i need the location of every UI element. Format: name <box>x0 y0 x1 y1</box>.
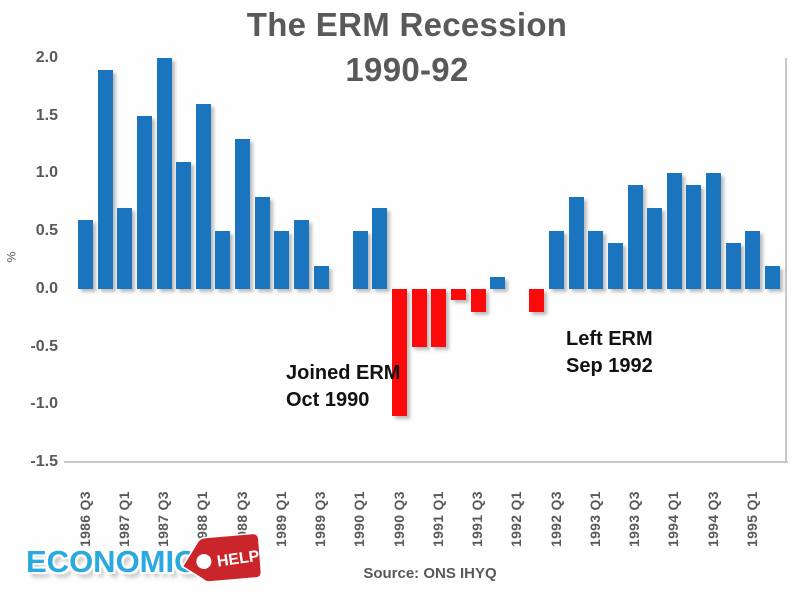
bar-1992-q2 <box>529 288 545 312</box>
bar-1986-q4 <box>97 69 113 289</box>
y-tick--1.5: -1.5 <box>30 453 58 470</box>
y-tick-1.5: 1.5 <box>35 106 58 124</box>
bar-1992-q4 <box>568 196 584 289</box>
annotation-left-erm: Left ERM Sep 1992 <box>566 326 653 380</box>
bar-1988-q2 <box>215 231 231 289</box>
x-tick-1992-q1: 1992 Q1 <box>508 491 525 547</box>
annotation-joined-line2: Oct 1990 <box>286 389 370 411</box>
bar-1987-q1 <box>117 208 133 289</box>
price-tag-hole <box>196 554 212 570</box>
x-tick-1990-q3: 1990 Q3 <box>390 491 407 547</box>
bar-1988-q4 <box>254 196 270 289</box>
bar-1995-q2 <box>764 265 780 289</box>
y-axis-unit-label: % <box>4 251 19 263</box>
bar-1989-q3 <box>313 265 329 289</box>
bar-1990-q4 <box>411 288 427 347</box>
y-tick--1.0: -1.0 <box>30 395 58 413</box>
chart-title-line2: 1990-92 <box>345 51 469 88</box>
plot-right-border <box>785 58 787 463</box>
bar-1993-q3 <box>627 184 643 289</box>
x-tick-1992-q3: 1992 Q3 <box>547 491 564 547</box>
bar-1994-q4 <box>725 242 741 289</box>
bar-1990-q1 <box>352 231 368 289</box>
bar-1993-q1 <box>588 231 604 289</box>
annotation-left-line2: Sep 1992 <box>566 355 653 377</box>
x-tick-1991-q3: 1991 Q3 <box>469 491 486 547</box>
y-tick-0.0: 0.0 <box>35 279 58 297</box>
y-tick-1.0: 1.0 <box>35 164 58 182</box>
price-tag-shape <box>181 532 263 583</box>
bar-1993-q4 <box>647 208 663 289</box>
bar-1987-q3 <box>156 58 172 289</box>
bar-1990-q2 <box>372 208 388 289</box>
x-tick-1987-q3: 1987 Q3 <box>155 491 171 547</box>
x-tick-1986-q3: 1986 Q3 <box>76 491 93 547</box>
plot-area <box>68 58 785 462</box>
x-tick-1990-q1: 1990 Q1 <box>351 491 368 547</box>
price-tag-icon: HELP <box>181 532 263 583</box>
bar-1994-q2 <box>686 184 702 289</box>
bar-1991-q2 <box>450 288 466 301</box>
bar-1987-q4 <box>176 161 192 289</box>
bar-1986-q3 <box>78 219 93 289</box>
x-tick-1987-q1: 1987 Q1 <box>115 491 132 547</box>
bar-1991-q1 <box>431 288 447 347</box>
logo-help-text: HELP <box>216 548 261 571</box>
annotation-left-line1: Left ERM <box>566 328 653 350</box>
bar-1995-q1 <box>745 231 761 289</box>
bar-1993-q2 <box>607 242 623 289</box>
annotation-joined-line1: Joined ERM <box>286 362 401 384</box>
bar-1994-q3 <box>706 173 722 289</box>
x-tick-1993-q3: 1993 Q3 <box>626 491 643 547</box>
bar-1988-q1 <box>195 104 211 289</box>
bar-1992-q3 <box>549 231 565 289</box>
bar-1987-q2 <box>136 115 152 289</box>
bar-1988-q3 <box>235 138 251 289</box>
bar-1990-q3 <box>392 288 408 416</box>
x-tick-1994-q1: 1994 Q1 <box>665 491 682 547</box>
y-tick-0.5: 0.5 <box>35 222 58 240</box>
x-tick-1993-q1: 1993 Q1 <box>586 491 603 547</box>
bar-1991-q3 <box>470 288 486 312</box>
chart-title: The ERM Recession 1990-92 <box>0 2 800 92</box>
bar-1989-q1 <box>274 231 290 289</box>
source-caption: Source: ONS IHYQ <box>363 565 497 582</box>
y-tick-2.0: 2.0 <box>35 49 58 66</box>
y-tick--0.5: -0.5 <box>30 337 58 355</box>
x-tick-1989-q1: 1989 Q1 <box>272 491 289 547</box>
annotation-joined-erm: Joined ERM Oct 1990 <box>286 360 400 414</box>
x-tick-1989-q3: 1989 Q3 <box>312 491 329 547</box>
x-tick-1994-q3: 1994 Q3 <box>704 491 721 547</box>
bar-1994-q1 <box>666 173 682 289</box>
x-tick-1991-q1: 1991 Q1 <box>429 491 446 547</box>
x-tick-1995-q1: 1995 Q1 <box>743 491 760 547</box>
chart-title-line1: The ERM Recession <box>246 6 568 43</box>
bar-1989-q2 <box>293 219 309 289</box>
x-axis-line <box>64 461 788 463</box>
bar-1991-q4 <box>490 277 506 289</box>
